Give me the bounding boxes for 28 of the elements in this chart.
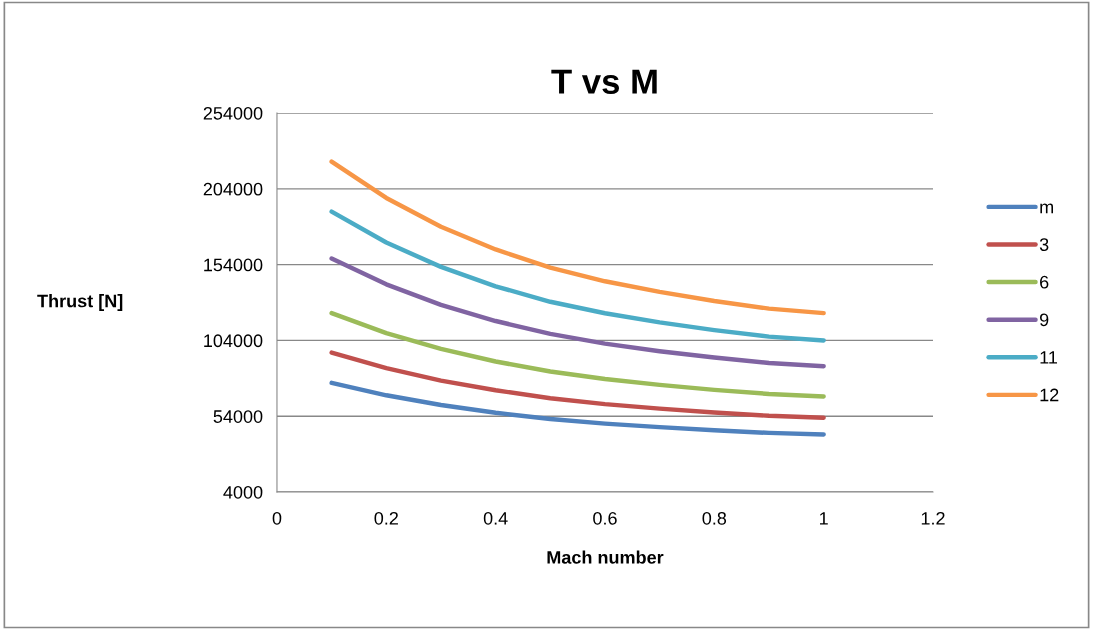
- legend-label: 3: [1039, 238, 1049, 251]
- y-tick-label: 154000: [204, 258, 263, 272]
- legend-label: m: [1040, 203, 1053, 214]
- line-series: [329, 209, 826, 343]
- y-tick-label: 254000: [203, 106, 263, 120]
- y-tick-label: 54000: [213, 410, 263, 423]
- x-tick-label: 0: [272, 511, 282, 525]
- legend-label: 12: [1040, 388, 1059, 402]
- x-tick-label: 0.2: [374, 511, 398, 525]
- x-tick-label: 1.2: [921, 511, 945, 525]
- line-series: [329, 310, 826, 399]
- x-tick-label: 0.8: [702, 511, 727, 525]
- y-axis-title: Thrust [N]: [37, 294, 123, 311]
- x-tick-label: 0.6: [593, 511, 617, 525]
- line-series: [329, 256, 826, 369]
- legend-label: 9: [1040, 313, 1049, 327]
- y-tick-label: 4000: [223, 485, 263, 499]
- x-axis-title: Mach number: [547, 550, 664, 564]
- legend-label: 11: [1040, 351, 1058, 364]
- line-series: [329, 350, 826, 420]
- line-series: [329, 159, 826, 316]
- y-tick-label: 104000: [204, 334, 263, 348]
- line-series: [329, 380, 826, 437]
- x-tick-label: 1: [820, 512, 828, 525]
- chart-title: T vs M: [551, 69, 657, 94]
- x-tick-label: 0.4: [483, 511, 508, 525]
- legend-label: 6: [1040, 275, 1049, 289]
- y-tick-label: 204000: [203, 182, 263, 196]
